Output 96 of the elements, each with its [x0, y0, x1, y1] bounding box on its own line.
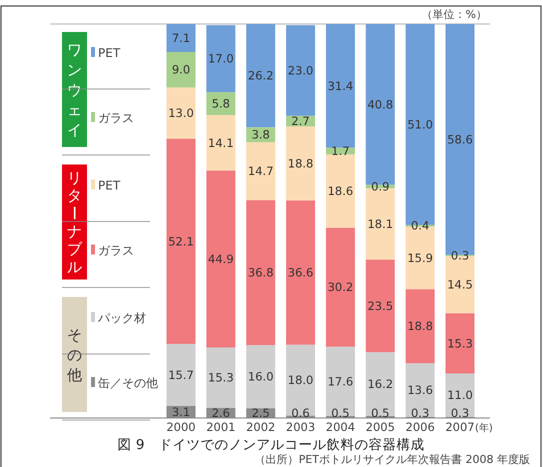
- bar: [406, 289, 435, 364]
- legend-label: ガラス: [98, 111, 134, 125]
- x-tick-label: 2007: [445, 420, 475, 434]
- bar: [246, 24, 276, 128]
- x-tick-label: 2000: [166, 420, 196, 434]
- bar: [286, 200, 316, 345]
- data-label: 13.6: [407, 383, 433, 398]
- data-label: 58.6: [447, 132, 473, 146]
- bar: [446, 373, 474, 417]
- data-label: 36.8: [248, 266, 274, 280]
- legend-label: 缶／その他: [98, 376, 158, 390]
- data-label: 30.2: [328, 280, 354, 294]
- data-label: 0.5: [331, 406, 350, 420]
- data-label: 2.5: [252, 406, 270, 420]
- bar: [286, 344, 316, 416]
- bar: [166, 87, 196, 139]
- data-label: 15.7: [168, 368, 194, 382]
- bar: [166, 24, 196, 52]
- data-label: 18.8: [288, 156, 314, 170]
- data-label: 18.1: [367, 216, 394, 231]
- data-label: 40.8: [367, 97, 394, 112]
- data-label: 16.0: [248, 370, 274, 384]
- bar: [326, 24, 355, 148]
- data-label: 9.0: [172, 62, 190, 77]
- bar: [366, 352, 395, 416]
- bar: [246, 345, 276, 408]
- data-label: 5.8: [212, 96, 230, 111]
- data-label: 0.6: [291, 406, 310, 420]
- data-label: 51.0: [407, 117, 433, 132]
- data-label: 23.0: [288, 63, 314, 78]
- x-tick-label: 2004: [326, 420, 356, 434]
- text: （単位：%）: [422, 8, 487, 21]
- bar: [326, 154, 355, 228]
- data-label: 3.8: [252, 128, 270, 142]
- text: （出所）PETボトルリサイクル年次報告書 2008 年度版: [254, 453, 530, 466]
- bar: [166, 52, 196, 88]
- group-label: リターナブル: [65, 168, 84, 276]
- bar: [326, 228, 355, 347]
- bar: [446, 313, 474, 374]
- data-label: 31.4: [328, 78, 354, 93]
- data-label: 2.6: [212, 406, 230, 420]
- group-label: その他: [67, 326, 82, 384]
- data-label: 15.3: [208, 370, 234, 385]
- data-label: 0.3: [410, 406, 430, 420]
- data-label: 0.4: [410, 218, 430, 233]
- bar: [366, 260, 395, 352]
- text: 図 9 ドイツでのノンアルコール飲料の容器構成: [118, 437, 424, 453]
- data-label: 0.3: [450, 406, 470, 420]
- data-label: 0.9: [371, 180, 390, 194]
- data-label: 2.7: [291, 114, 310, 128]
- data-label: 3.1: [172, 404, 190, 419]
- data-label: 13.0: [168, 106, 194, 120]
- data-label: 17.0: [208, 52, 234, 66]
- data-label: 18.6: [328, 184, 354, 198]
- bar: [326, 346, 355, 416]
- bar: [286, 126, 316, 201]
- data-label: 14.7: [248, 164, 274, 178]
- x-tick-label: 2005: [366, 420, 395, 434]
- data-label: 11.0: [447, 388, 473, 402]
- x-tick-label: 2001: [206, 420, 236, 434]
- legend-label: PET: [98, 46, 121, 60]
- group-label: ワンウェイ: [67, 40, 82, 139]
- bar: [206, 347, 236, 408]
- data-label: 18.0: [288, 373, 314, 388]
- data-label: 7.1: [172, 30, 190, 45]
- data-label: 14.1: [208, 136, 234, 150]
- data-label: 14.5: [447, 278, 473, 292]
- x-tick-label: 2003: [286, 420, 316, 434]
- bar: [406, 363, 435, 417]
- bar: [246, 142, 276, 200]
- bar: [206, 115, 236, 171]
- bar: [206, 170, 236, 348]
- x-tick-label: 2006: [406, 420, 435, 434]
- bar: [166, 138, 196, 344]
- data-label: 26.2: [248, 68, 274, 83]
- data-label: 36.6: [288, 266, 314, 280]
- bar: [206, 92, 236, 116]
- legend-label: ガラス: [98, 244, 134, 258]
- data-label: 23.5: [367, 298, 394, 313]
- legend-label: PET: [98, 178, 121, 192]
- data-label: 18.8: [407, 319, 433, 334]
- data-label: 16.2: [367, 377, 394, 392]
- bar: [166, 344, 196, 406]
- bar: [246, 200, 276, 346]
- bar: [206, 25, 236, 92]
- data-label: 17.6: [328, 374, 354, 388]
- data-label: 44.9: [208, 252, 234, 266]
- data-label: 52.1: [168, 234, 194, 248]
- x-axis-title: (年): [475, 422, 493, 434]
- data-label: 15.9: [407, 250, 433, 265]
- data-label: 15.3: [447, 336, 473, 350]
- bar: [286, 25, 316, 116]
- x-tick-label: 2002: [246, 420, 276, 434]
- data-label: 1.7: [331, 144, 350, 158]
- legend-label: パック材: [97, 311, 146, 325]
- data-label: 0.5: [371, 406, 390, 420]
